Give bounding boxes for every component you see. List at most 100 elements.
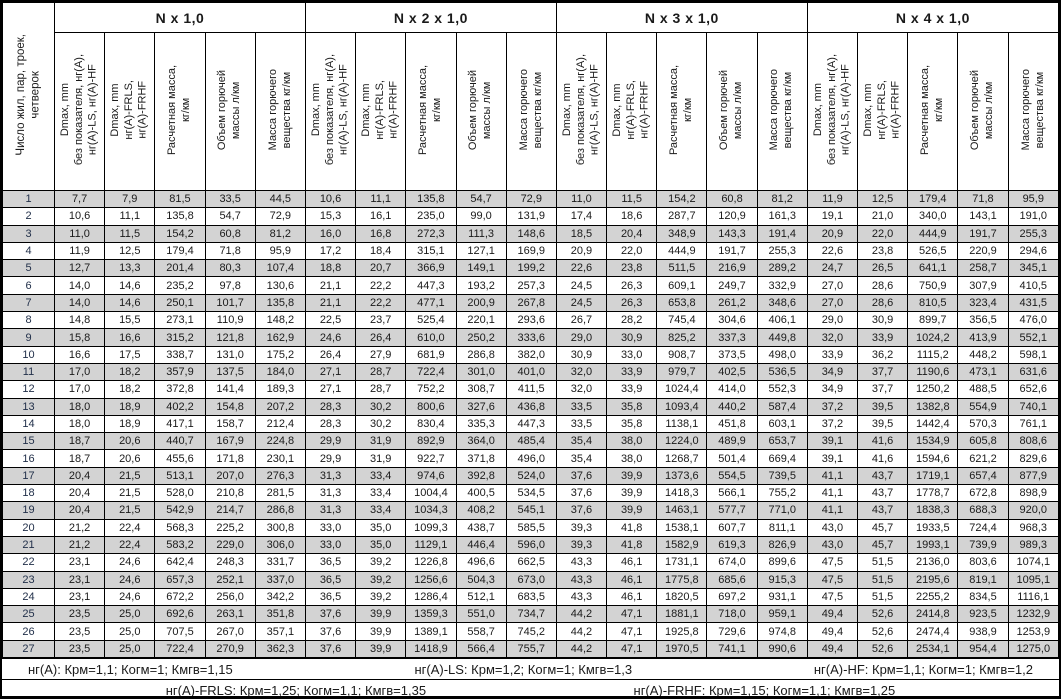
value-cell-g1-c4: 80,3 xyxy=(204,259,256,278)
value-cell-g4-c2: 21,0 xyxy=(856,207,909,226)
value-cell-g1-c1: 16,6 xyxy=(53,345,106,364)
value-cell-g4-c2: 52,6 xyxy=(856,605,909,624)
value-cell-g3-c4: 501,4 xyxy=(706,449,758,468)
value-cell-g1-c3: 707,5 xyxy=(154,622,206,641)
value-cell-g4-c1: 39,1 xyxy=(806,449,859,468)
value-cell-g3-c4: 566,1 xyxy=(706,484,758,503)
value-cell-g1-c2: 18,2 xyxy=(104,362,156,382)
value-cell-g4-c3: 1250,2 xyxy=(907,380,959,399)
value-cell-g2-c1: 36,5 xyxy=(304,553,357,572)
value-cell-g1-c1: 23,5 xyxy=(53,605,106,624)
value-cell-g2-c3: 1099,3 xyxy=(405,518,457,537)
value-cell-g2-c2: 22,2 xyxy=(355,276,407,295)
value-cell-g4-c2: 51,5 xyxy=(856,587,909,607)
table-row: 10 16,6 17,5 338,7 131,0 175,2 26,4 27,9 681,9 28… xyxy=(2,345,1059,364)
value-cell-g2-c5: 401,0 xyxy=(505,362,557,382)
value-cell-g4-c5: 1074,1 xyxy=(1007,553,1059,572)
value-cell-g3-c5: 755,2 xyxy=(756,484,808,503)
value-cell-g2-c4: 99,0 xyxy=(455,207,507,226)
value-cell-g2-c3: 1034,3 xyxy=(405,501,457,520)
value-cell-g3-c2: 46,1 xyxy=(606,553,658,572)
value-cell-g2-c3: 830,4 xyxy=(405,414,457,434)
value-cell-g2-c3: 892,9 xyxy=(405,432,457,451)
value-cell-g1-c4: 154,8 xyxy=(204,397,256,416)
value-cell-g1-c1: 20,4 xyxy=(53,501,106,520)
value-cell-g3-c3: 1970,5 xyxy=(656,639,708,659)
value-cell-g1-c2: 22,4 xyxy=(104,518,156,537)
value-cell-g4-c3: 1594,6 xyxy=(907,449,959,468)
value-cell-g2-c4: 512,1 xyxy=(455,587,507,607)
value-cell-g2-c5: 534,5 xyxy=(505,484,557,503)
value-cell-g2-c5: 485,4 xyxy=(505,432,557,451)
value-cell-g3-c4: 619,3 xyxy=(706,535,758,555)
value-cell-g3-c4: 554,5 xyxy=(706,466,758,486)
value-cell-g2-c2: 39,9 xyxy=(355,639,407,659)
col-header-combustible-mass-g4: Масса горючего вещества кг/км xyxy=(1007,32,1059,191)
value-cell-g4-c5: 598,1 xyxy=(1007,345,1059,364)
value-cell-g1-c5: 281,5 xyxy=(254,484,306,503)
value-cell-g2-c5: 524,0 xyxy=(505,466,557,486)
value-cell-g2-c2: 31,9 xyxy=(355,449,407,468)
value-cell-g4-c5: 808,6 xyxy=(1007,432,1059,451)
value-cell-g3-c5: 653,7 xyxy=(756,432,808,451)
col-header-dmax-standard-label: Dmax, mm без показателя, нг(А), нг(А)-LS… xyxy=(58,54,99,166)
col-header-dmax-fr-label: Dmax, mm нг(А)-FRLS, нг(А)-FRHF xyxy=(109,80,149,140)
value-cell-g4-c5: 345,1 xyxy=(1007,259,1059,278)
col-header-calc-mass-label: Расчетная масса, кг/км xyxy=(417,64,443,156)
value-cell-g1-c1: 17,0 xyxy=(53,380,106,399)
value-cell-g1-c4: 263,1 xyxy=(204,605,256,624)
col-header-dmax-fr-label: Dmax, mm нг(А)-FRLS, нг(А)-FRHF xyxy=(611,80,651,140)
value-cell-g1-c3: 672,2 xyxy=(154,587,206,607)
table-row: 25 23,5 25,0 692,6 263,1 351,8 37,6 39,9 1359,3 5… xyxy=(2,605,1059,624)
value-cell-g2-c4: 200,9 xyxy=(455,293,507,313)
value-cell-g1-c4: 60,8 xyxy=(204,224,256,243)
value-cell-g2-c5: 745,2 xyxy=(505,622,557,641)
value-cell-g3-c4: 440,2 xyxy=(706,397,758,416)
value-cell-g2-c4: 308,7 xyxy=(455,380,507,399)
value-cell-g4-c5: 191,0 xyxy=(1007,207,1059,226)
value-cell-g3-c3: 1538,1 xyxy=(656,518,708,537)
value-cell-g3-c2: 47,1 xyxy=(606,622,658,641)
table-row: 14 18,0 18,9 417,1 158,7 212,4 28,3 30,2 830,4 33… xyxy=(2,414,1059,434)
value-cell-g2-c1: 27,1 xyxy=(304,380,357,399)
value-cell-g2-c4: 220,1 xyxy=(455,311,507,330)
value-cell-g1-c3: 528,0 xyxy=(154,484,206,503)
value-cell-g3-c3: 154,2 xyxy=(656,189,708,209)
value-cell-g3-c1: 18,5 xyxy=(555,224,608,243)
value-cell-g4-c1: 33,9 xyxy=(806,345,859,364)
value-cell-g2-c4: 54,7 xyxy=(455,189,507,209)
value-cell-g2-c1: 17,2 xyxy=(304,241,357,261)
value-cell-g3-c5: 536,5 xyxy=(756,362,808,382)
value-cell-g1-c3: 372,8 xyxy=(154,380,206,399)
col-header-combustible-volume-label: Объем горючей массы л/км xyxy=(969,69,995,151)
value-cell-g2-c5: 382,0 xyxy=(505,345,557,364)
value-cell-g2-c4: 504,3 xyxy=(455,570,507,589)
value-cell-g2-c4: 335,3 xyxy=(455,414,507,434)
value-cell-g3-c3: 1224,0 xyxy=(656,432,708,451)
value-cell-g2-c2: 35,0 xyxy=(355,535,407,555)
value-cell-g4-c5: 652,6 xyxy=(1007,380,1059,399)
value-cell-g3-c5: 161,3 xyxy=(756,207,808,226)
table-row: 23 23,1 24,6 657,3 252,1 337,0 36,5 39,2 1256,6 5… xyxy=(2,570,1059,589)
value-cell-g2-c2: 18,4 xyxy=(355,241,407,261)
value-cell-g4-c4: 803,6 xyxy=(957,553,1009,572)
value-cell-g1-c1: 14,8 xyxy=(53,311,106,330)
table-row: 16 18,7 20,6 455,6 171,8 230,1 29,9 31,9 922,7 37… xyxy=(2,449,1059,468)
value-cell-g2-c3: 1286,4 xyxy=(405,587,457,607)
value-cell-g1-c3: 440,7 xyxy=(154,432,206,451)
value-cell-g4-c3: 1993,1 xyxy=(907,535,959,555)
subheader-row: Dmax, mm без показателя, нг(А), нг(А)-LS… xyxy=(3,32,1059,191)
value-cell-g4-c4: 356,5 xyxy=(957,311,1009,330)
value-cell-g3-c1: 43,3 xyxy=(555,570,608,589)
value-cell-g3-c2: 39,9 xyxy=(606,466,658,486)
value-cell-g3-c4: 607,7 xyxy=(706,518,758,537)
value-cell-g4-c5: 552,1 xyxy=(1007,328,1059,347)
value-cell-g3-c5: 771,0 xyxy=(756,501,808,520)
value-cell-g1-c4: 158,7 xyxy=(204,414,256,434)
value-cell-g4-c1: 37,2 xyxy=(806,414,859,434)
value-cell-g2-c5: 257,3 xyxy=(505,276,557,295)
value-cell-g2-c3: 315,1 xyxy=(405,241,457,261)
col-header-calc-mass-g4: Расчетная масса, кг/км xyxy=(907,32,959,191)
value-cell-g2-c2: 33,4 xyxy=(355,501,407,520)
value-cell-g1-c5: 286,8 xyxy=(254,501,306,520)
